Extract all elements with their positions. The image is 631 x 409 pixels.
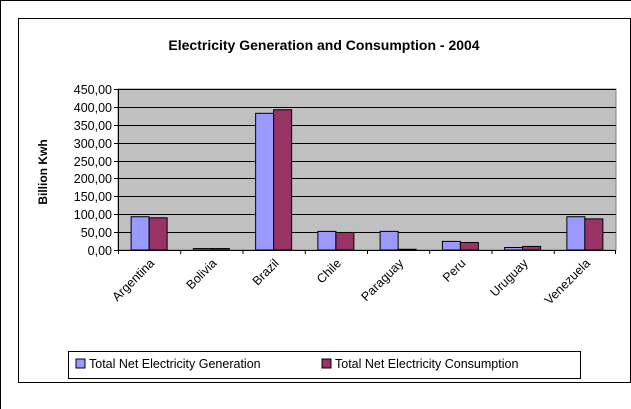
bar-consumption <box>335 231 355 251</box>
y-tick-label: 250,00 <box>74 155 112 169</box>
y-tick-label: 0,00 <box>88 244 112 258</box>
y-tick-label: 100,00 <box>74 208 112 222</box>
y-tick-label: 50,00 <box>81 226 112 240</box>
bars <box>130 109 604 251</box>
bar-generation <box>255 112 275 251</box>
y-tick-labels: 0,00 50,00 100,00 150,00 200,00 250,00 300,00 3… <box>74 83 112 258</box>
bar-generation <box>566 216 586 251</box>
plot-area <box>117 88 617 251</box>
bar-consumption <box>459 241 479 251</box>
legend-swatch-generation <box>75 358 86 369</box>
y-tick-label: 150,00 <box>74 190 112 204</box>
outer-border-top <box>0 0 631 1</box>
y-tick-label: 200,00 <box>74 172 112 186</box>
legend-label-generation: Total Net Electricity Generation <box>89 357 261 371</box>
y-tick-label: 400,00 <box>74 101 112 115</box>
y-tick-label: 450,00 <box>74 83 112 97</box>
bar-generation <box>130 216 150 251</box>
outer-border-left <box>0 0 1 409</box>
legend-swatch-consumption <box>321 358 332 369</box>
bar-consumption <box>584 218 604 251</box>
bar-generation <box>441 240 461 251</box>
gridlines <box>118 89 616 233</box>
chart-title: Electricity Generation and Consumption -… <box>168 37 479 53</box>
bar-generation <box>192 248 212 251</box>
bar-generation <box>504 246 524 251</box>
y-tick-label: 350,00 <box>74 119 112 133</box>
legend-label-consumption: Total Net Electricity Consumption <box>335 357 518 371</box>
y-tick-label: 300,00 <box>74 137 112 151</box>
bar-consumption <box>273 109 293 251</box>
y-axis-label: Billion Kwh <box>36 139 50 204</box>
legend: Total Net Electricity Generation Total N… <box>68 351 581 379</box>
bar-consumption <box>210 248 230 251</box>
bar-consumption <box>148 217 168 251</box>
bar-generation <box>317 230 337 251</box>
bar-consumption <box>397 248 417 251</box>
bar-generation <box>379 230 399 251</box>
bar-consumption <box>522 245 542 251</box>
axes <box>114 89 616 254</box>
